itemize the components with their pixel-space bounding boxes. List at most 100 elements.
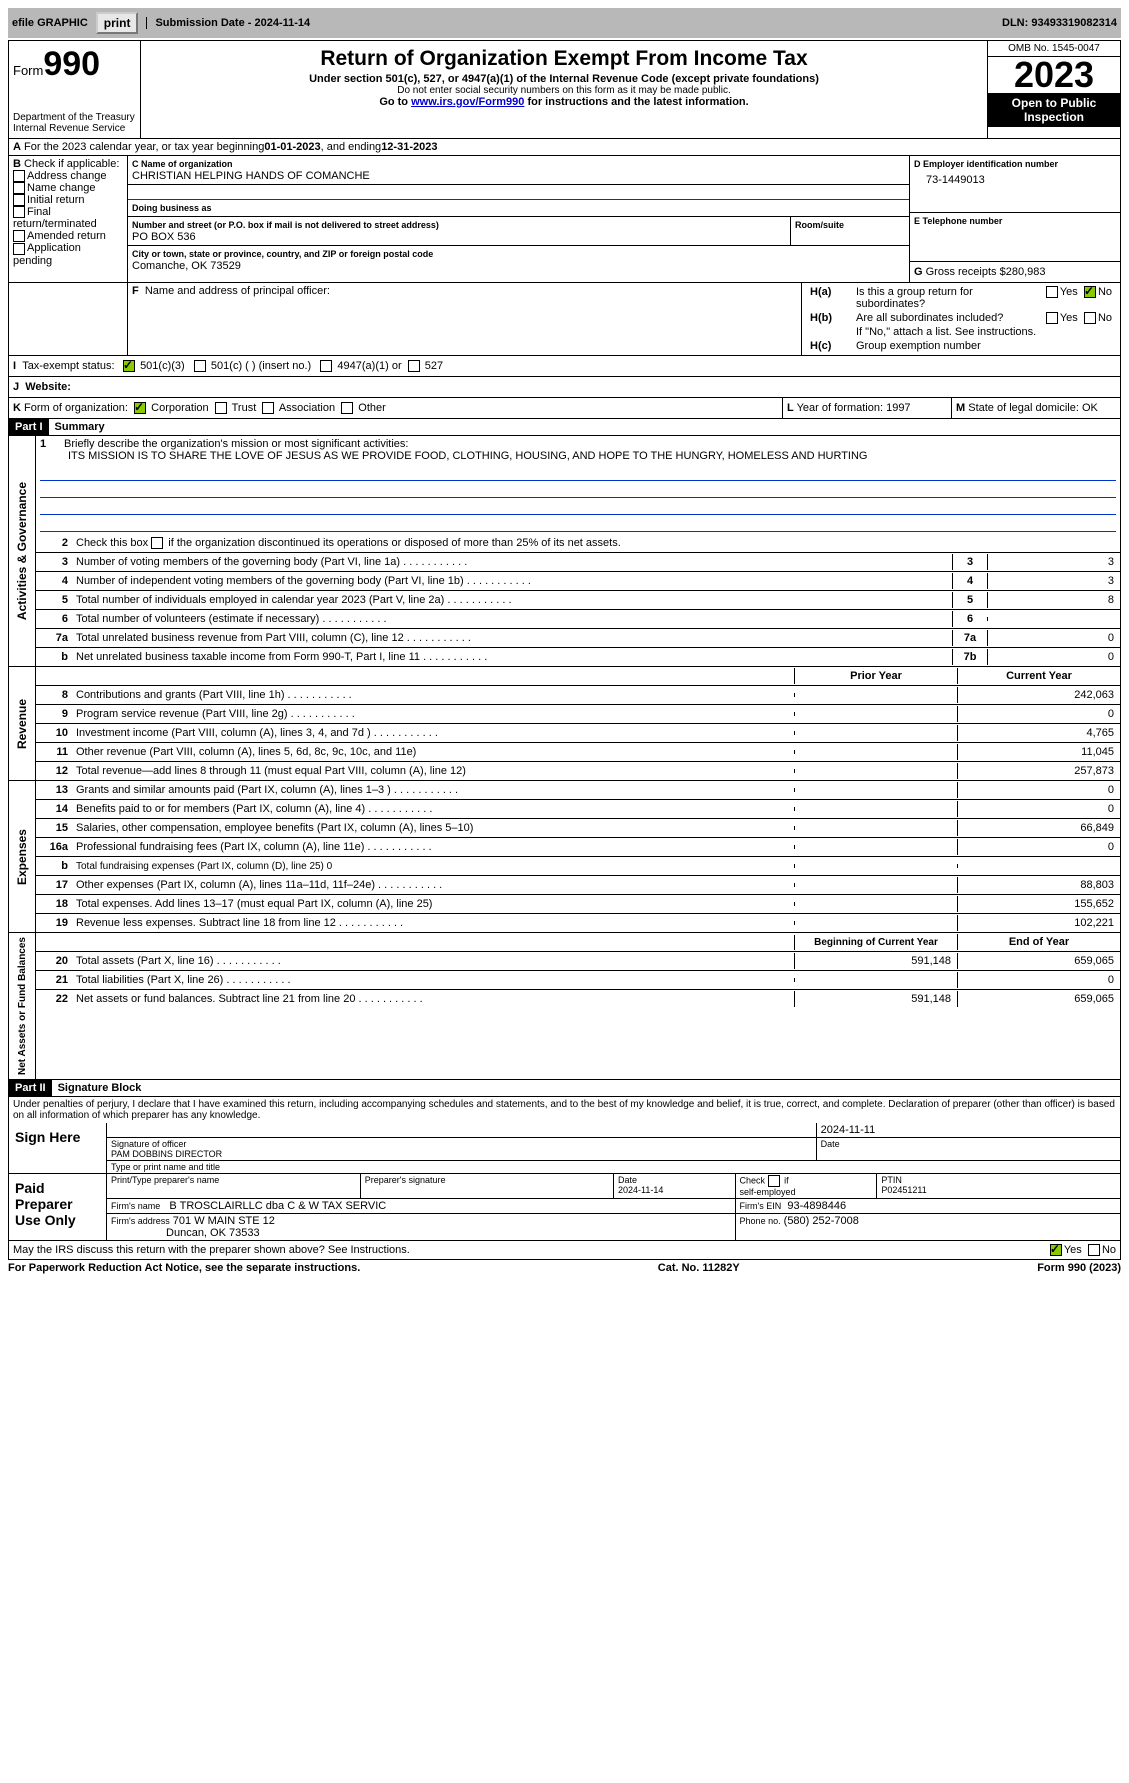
subdate: Submission Date - 2024-11-14 (146, 17, 310, 29)
527-check[interactable] (408, 360, 420, 372)
firm-name: B TROSCLAIRLLC dba C & W TAX SERVIC (169, 1200, 386, 1212)
line18-text: Total expenses. Add lines 13–17 (must eq… (72, 898, 794, 910)
line11-val: 11,045 (957, 744, 1120, 760)
group-return-q: Is this a group return for subordinates? (852, 285, 1008, 311)
opt-initial-return[interactable]: Initial return (13, 194, 123, 206)
line19-val: 102,221 (957, 915, 1120, 931)
opt-amended[interactable]: Amended return (13, 230, 123, 242)
line10-text: Investment income (Part VIII, column (A)… (72, 727, 794, 739)
form-header: Form990 Department of the Treasury Inter… (8, 40, 1121, 139)
line16b-text: Total fundraising expenses (Part IX, col… (72, 861, 794, 872)
501c3-check[interactable] (123, 360, 135, 372)
line11-text: Other revenue (Part VIII, column (A), li… (72, 746, 794, 758)
line21-text: Total liabilities (Part X, line 26) (72, 974, 794, 986)
current-year-hdr: Current Year (957, 668, 1120, 684)
box-i: I Tax-exempt status: 501(c)(3) 501(c) ( … (8, 356, 1121, 377)
discuss-text: May the IRS discuss this return with the… (13, 1244, 410, 1256)
corp-check[interactable] (134, 402, 146, 414)
line21-val: 0 (957, 972, 1120, 988)
ein-value: 73-1449013 (914, 170, 1116, 186)
ha-yes[interactable] (1046, 286, 1058, 298)
line14-val: 0 (957, 801, 1120, 817)
end-year-hdr: End of Year (957, 934, 1120, 950)
line6-text: Total number of volunteers (estimate if … (72, 613, 952, 625)
line10-val: 4,765 (957, 725, 1120, 741)
line2-check[interactable] (151, 537, 163, 549)
line16a-val: 0 (957, 839, 1120, 855)
hb-note: If "No," attach a list. See instructions… (852, 325, 1116, 339)
discuss-yes[interactable] (1050, 1244, 1062, 1256)
assoc-check[interactable] (262, 402, 274, 414)
ein-label: D Employer identification number (914, 159, 1058, 169)
prior-year-hdr: Prior Year (794, 668, 957, 684)
box-b-label: Check if applicable: (24, 158, 119, 170)
dept-label: Department of the Treasury (13, 112, 136, 123)
hb-no[interactable] (1084, 312, 1096, 324)
opt-final-return[interactable]: Final return/terminated (13, 206, 123, 230)
firm-phone: (580) 252-7008 (784, 1215, 859, 1227)
hb-yes[interactable] (1046, 312, 1058, 324)
part-ii-header: Part IISignature Block (8, 1080, 1121, 1097)
opt-name-change[interactable]: Name change (13, 182, 123, 194)
line12-val: 257,873 (957, 763, 1120, 779)
sign-here-label: Sign Here (9, 1123, 107, 1173)
line4-text: Number of independent voting members of … (72, 575, 952, 587)
top-toolbar: efile GRAPHIC print Submission Date - 20… (8, 8, 1121, 38)
goto-link-row: Go to www.irs.gov/Form990 for instructio… (145, 96, 983, 108)
firm-addr1: 701 W MAIN STE 12 (173, 1215, 275, 1227)
gross-receipts: 280,983 (1006, 266, 1046, 278)
line14-text: Benefits paid to or for members (Part IX… (72, 803, 794, 815)
dln: DLN: 93493319082314 (1002, 17, 1117, 29)
group-exemption: Group exemption number (852, 339, 1116, 353)
line17-text: Other expenses (Part IX, column (A), lin… (72, 879, 794, 891)
org-name: CHRISTIAN HELPING HANDS OF COMANCHE (132, 170, 370, 182)
other-check[interactable] (341, 402, 353, 414)
501c-check[interactable] (194, 360, 206, 372)
firm-ein: 93-4898446 (787, 1200, 846, 1212)
opt-address-change[interactable]: Address change (13, 170, 123, 182)
line3-val: 3 (987, 554, 1120, 570)
section-expenses: Expenses 13Grants and similar amounts pa… (8, 781, 1121, 933)
line17-val: 88,803 (957, 877, 1120, 893)
line2-text: Check this box if the organization disco… (72, 537, 1120, 549)
line7a-val: 0 (987, 630, 1120, 646)
irs-link[interactable]: www.irs.gov/Form990 (411, 96, 524, 108)
self-employed-check[interactable] (768, 1175, 780, 1187)
ssn-warning: Do not enter social security numbers on … (145, 85, 983, 96)
print-button[interactable]: print (96, 12, 139, 34)
form-subtitle: Under section 501(c), 527, or 4947(a)(1)… (145, 73, 983, 85)
line3-text: Number of voting members of the governin… (72, 556, 952, 568)
boxes-fh: F Name and address of principal officer:… (8, 283, 1121, 356)
ha-no[interactable] (1084, 286, 1096, 298)
line9-text: Program service revenue (Part VIII, line… (72, 708, 794, 720)
org-address: PO BOX 536 (132, 231, 196, 243)
line7a-text: Total unrelated business revenue from Pa… (72, 632, 952, 644)
box-klm: K Form of organization: Corporation Trus… (8, 398, 1121, 419)
year-formed: 1997 (886, 402, 910, 414)
line22-text: Net assets or fund balances. Subtract li… (72, 993, 794, 1005)
domicile-state: OK (1082, 402, 1098, 414)
4947-check[interactable] (320, 360, 332, 372)
ptin: P02451211 (881, 1185, 926, 1195)
tax-year: 2023 (988, 57, 1120, 93)
line15-val: 66,849 (957, 820, 1120, 836)
discuss-no[interactable] (1088, 1244, 1100, 1256)
line8-val: 242,063 (957, 687, 1120, 703)
line19-text: Revenue less expenses. Subtract line 18 … (72, 917, 794, 929)
begin-year-hdr: Beginning of Current Year (794, 935, 957, 950)
prep-date: 2024-11-14 (618, 1185, 663, 1195)
line20-text: Total assets (Part X, line 16) (72, 955, 794, 967)
line5-text: Total number of individuals employed in … (72, 594, 952, 606)
line5-val: 8 (987, 592, 1120, 608)
firm-addr2: Duncan, OK 73533 (166, 1227, 260, 1239)
line7b-text: Net unrelated business taxable income fr… (72, 651, 952, 663)
public-inspection: Open to Public Inspection (988, 93, 1120, 127)
opt-app-pending[interactable]: Application pending (13, 242, 123, 266)
line22-val: 659,065 (957, 991, 1120, 1007)
line13-val: 0 (957, 782, 1120, 798)
trust-check[interactable] (215, 402, 227, 414)
addr-label: Number and street (or P.O. box if mail i… (132, 220, 439, 230)
perjury-declaration: Under penalties of perjury, I declare th… (8, 1097, 1121, 1123)
section-activities-governance: Activities & Governance 1Briefly describ… (8, 436, 1121, 667)
line7b-val: 0 (987, 649, 1120, 665)
